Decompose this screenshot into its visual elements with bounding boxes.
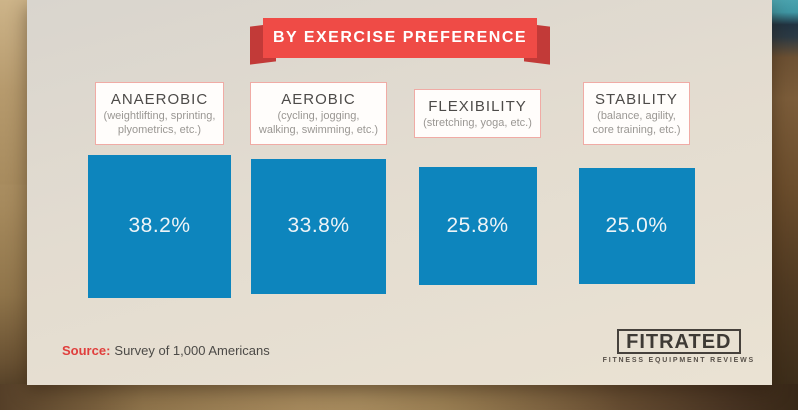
title-ribbon: BY EXERCISE PREFERENCE bbox=[250, 16, 550, 65]
logo-wordmark: FITRATED bbox=[617, 329, 741, 354]
column-anaerobic: ANAEROBIC (weightlifting, sprinting, ply… bbox=[80, 78, 239, 300]
category-description: (weightlifting, sprinting, plyometrics, … bbox=[103, 109, 216, 136]
category-description: (cycling, jogging, walking, swimming, et… bbox=[258, 109, 379, 136]
source-label: Source: bbox=[62, 343, 111, 358]
source-text: Survey of 1,000 Americans bbox=[114, 343, 270, 358]
category-description: (balance, agility, core training, etc.) bbox=[592, 109, 681, 136]
chart-columns: ANAEROBIC (weightlifting, sprinting, ply… bbox=[80, 78, 716, 300]
category-title: FLEXIBILITY bbox=[428, 97, 527, 115]
value-label: 25.8% bbox=[446, 214, 509, 237]
value-square: 25.8% bbox=[418, 167, 537, 285]
category-box: STABILITY (balance, agility, core traini… bbox=[583, 81, 690, 145]
background-photo-left bbox=[0, 0, 31, 410]
chart-title: BY EXERCISE PREFERENCE bbox=[263, 18, 537, 58]
logo-tagline: FITNESS EQUIPMENT REVIEWS bbox=[602, 357, 755, 364]
chart-card: BY EXERCISE PREFERENCE ANAEROBIC (weight… bbox=[27, 0, 772, 385]
value-label: 33.8% bbox=[287, 214, 350, 237]
background-photo-bottom bbox=[0, 384, 798, 410]
category-title: AEROBIC bbox=[281, 90, 356, 108]
value-square: 25.0% bbox=[578, 168, 695, 284]
value-label: 25.0% bbox=[605, 214, 668, 237]
value-square: 33.8% bbox=[251, 158, 386, 294]
source-note: Source: Survey of 1,000 Americans bbox=[62, 343, 270, 358]
column-stability: STABILITY (balance, agility, core traini… bbox=[557, 78, 716, 300]
category-title: ANAEROBIC bbox=[110, 90, 209, 108]
fitrated-logo: FITRATED FITNESS EQUIPMENT REVIEWS bbox=[603, 329, 755, 364]
category-title: STABILITY bbox=[595, 90, 678, 108]
column-aerobic: AEROBIC (cycling, jogging, walking, swim… bbox=[239, 78, 398, 300]
category-box: FLEXIBILITY (stretching, yoga, etc.) bbox=[414, 88, 541, 138]
value-label: 38.2% bbox=[128, 214, 191, 237]
category-description: (stretching, yoga, etc.) bbox=[423, 116, 532, 129]
value-square: 38.2% bbox=[88, 154, 231, 298]
category-box: ANAEROBIC (weightlifting, sprinting, ply… bbox=[94, 81, 225, 145]
category-box: AEROBIC (cycling, jogging, walking, swim… bbox=[249, 81, 388, 145]
column-flexibility: FLEXIBILITY (stretching, yoga, etc.) 25.… bbox=[398, 78, 557, 300]
background-photo-right bbox=[771, 0, 798, 410]
